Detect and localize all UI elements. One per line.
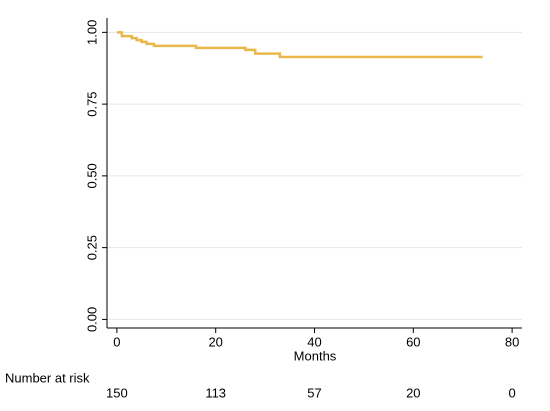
risk-count: 0 (509, 385, 516, 400)
y-tick-label: 0.50 (84, 163, 99, 188)
x-tick-label: 60 (406, 334, 420, 349)
y-tick-label: 0.00 (84, 307, 99, 332)
risk-count: 113 (205, 385, 226, 400)
y-tick-label: 1.00 (84, 20, 99, 45)
x-tick-label: 40 (307, 334, 321, 349)
risk-count: 57 (307, 385, 321, 400)
x-tick-label: 0 (113, 334, 120, 349)
y-tick-label: 0.75 (84, 91, 99, 116)
y-tick-label: 0.25 (84, 235, 99, 260)
risk-count: 150 (106, 385, 128, 400)
x-axis-label: Months (294, 348, 337, 363)
survival-line (116, 31, 483, 59)
risk-count: 20 (406, 385, 420, 400)
x-tick-label: 20 (208, 334, 222, 349)
x-tick-label: 80 (505, 334, 519, 349)
risk-table-label: Number at risk (5, 370, 90, 385)
